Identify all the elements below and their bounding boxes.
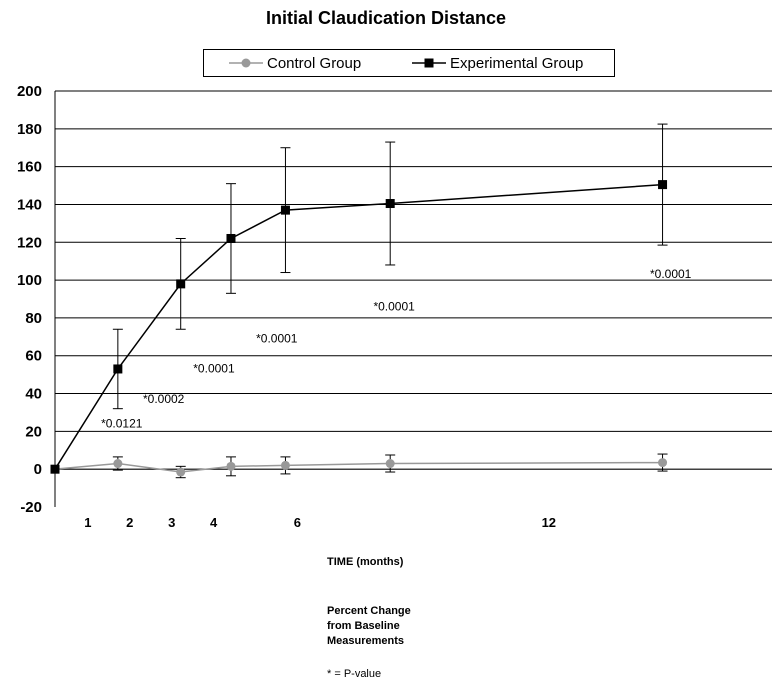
legend-item-experimental: Experimental Group	[412, 50, 583, 76]
measure-note-line-2: from Baseline	[327, 620, 400, 632]
y-tick-label: 120	[17, 234, 42, 251]
y-tick-label: 60	[25, 348, 42, 365]
data-point	[280, 205, 290, 215]
measure-note: Percent Change from Baseline Measurement…	[327, 604, 457, 649]
pvalue-key: * = P-value	[327, 668, 382, 680]
data-point	[385, 459, 395, 469]
chart-title: Initial Claudication Distance	[265, 8, 507, 28]
x-tick-label: 6	[294, 515, 301, 530]
y-tick-label: 140	[17, 196, 42, 213]
data-point	[658, 180, 668, 190]
y-tick-label: 0	[34, 461, 42, 478]
data-point	[176, 467, 186, 477]
x-tick-label: 4	[210, 515, 218, 530]
p-value-annotation: *0.0001	[373, 299, 415, 313]
legend-item-control: Control Group	[229, 50, 361, 76]
x-tick-label: 12	[542, 515, 556, 530]
y-tick-label: 80	[25, 310, 42, 327]
series-line	[54, 183, 663, 470]
p-value-annotation: *0.0002	[143, 392, 185, 406]
data-point	[226, 233, 236, 243]
x-tick-label: 3	[168, 515, 175, 530]
x-tick-label: 1	[84, 515, 91, 530]
x-tick-label: 2	[126, 515, 133, 530]
y-tick-label: -20	[20, 499, 42, 516]
p-value-annotation: *0.0121	[101, 417, 143, 431]
y-tick-label: 100	[17, 272, 42, 289]
data-point	[176, 279, 186, 289]
y-tick-label: 180	[17, 121, 42, 138]
y-tick-label: 200	[17, 83, 42, 100]
measure-note-line-1: Percent Change	[327, 605, 411, 617]
data-point	[658, 458, 668, 468]
data-point	[113, 364, 123, 374]
y-tick-label: 160	[17, 159, 42, 176]
data-point	[113, 459, 123, 469]
legend-label-control: Control Group	[267, 54, 362, 72]
y-tick-label: 20	[25, 423, 42, 440]
data-point	[50, 464, 60, 474]
series-line	[54, 461, 663, 473]
p-value-annotation: *0.0001	[650, 267, 692, 281]
p-value-annotation: *0.0001	[256, 331, 298, 345]
x-axis-label: TIME (months)	[327, 556, 404, 568]
data-point	[280, 460, 290, 470]
measure-note-line-3: Measurements	[327, 635, 405, 647]
legend-marker-square-icon	[412, 58, 446, 68]
data-point	[385, 199, 395, 209]
legend-marker-circle-icon	[229, 58, 263, 68]
p-value-annotation: *0.0001	[193, 362, 235, 376]
legend-label-experimental: Experimental Group	[450, 54, 584, 72]
y-tick-label: 40	[25, 386, 42, 403]
chart-legend: Control Group Experimental Group	[203, 49, 615, 77]
data-point	[226, 461, 236, 471]
